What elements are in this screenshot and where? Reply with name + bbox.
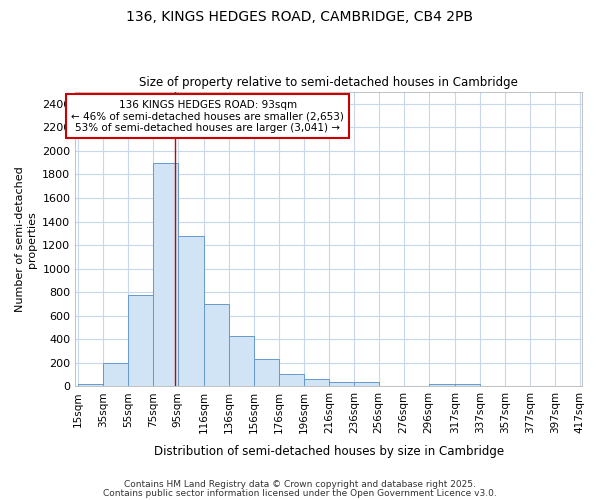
Title: Size of property relative to semi-detached houses in Cambridge: Size of property relative to semi-detach… — [139, 76, 518, 90]
Bar — [204, 304, 229, 386]
Bar — [78, 384, 103, 386]
Text: Contains public sector information licensed under the Open Government Licence v3: Contains public sector information licen… — [103, 488, 497, 498]
Text: Contains HM Land Registry data © Crown copyright and database right 2025.: Contains HM Land Registry data © Crown c… — [124, 480, 476, 489]
Bar — [428, 384, 455, 386]
Bar — [103, 363, 128, 386]
Bar — [354, 382, 379, 386]
X-axis label: Distribution of semi-detached houses by size in Cambridge: Distribution of semi-detached houses by … — [154, 444, 504, 458]
Y-axis label: Number of semi-detached
properties: Number of semi-detached properties — [15, 166, 37, 312]
Bar — [254, 360, 279, 386]
Text: 136, KINGS HEDGES ROAD, CAMBRIDGE, CB4 2PB: 136, KINGS HEDGES ROAD, CAMBRIDGE, CB4 2… — [127, 10, 473, 24]
Bar — [128, 295, 152, 386]
Bar — [178, 236, 204, 386]
Bar — [279, 374, 304, 386]
Bar — [229, 336, 254, 386]
Bar — [152, 162, 178, 386]
Text: 136 KINGS HEDGES ROAD: 93sqm
← 46% of semi-detached houses are smaller (2,653)
5: 136 KINGS HEDGES ROAD: 93sqm ← 46% of se… — [71, 100, 344, 133]
Bar — [455, 384, 480, 386]
Bar — [304, 378, 329, 386]
Bar — [329, 382, 354, 386]
